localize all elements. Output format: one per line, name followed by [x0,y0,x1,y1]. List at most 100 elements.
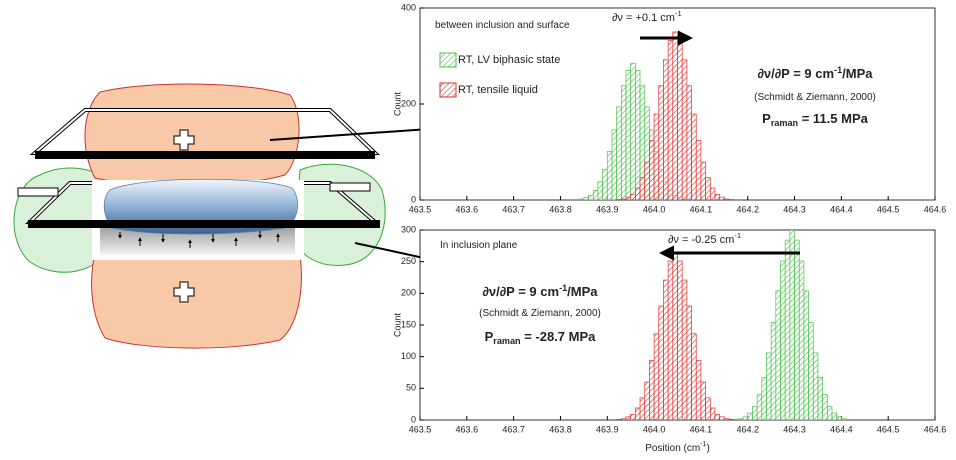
y-tick-label: 400 [401,2,416,12]
histogram-bar [770,322,777,420]
x-axis-label-part: Position (cm [645,443,700,454]
histogram-bar [723,198,730,200]
histogram-bar [742,416,749,420]
annotation: ∂ν = +0.1 cm-1 [612,9,682,24]
x-tick-label: 463.7 [502,424,525,434]
x-tick-label: 464.4 [830,424,853,434]
histogram-bar [620,198,627,200]
y-tick-label: 100 [401,351,416,361]
histogram-bar [738,418,744,420]
x-tick-label: 463.8 [549,204,572,214]
histogram-bar [602,168,608,200]
section-bar [35,151,375,159]
histogram-bar [686,305,692,420]
annotation: (Schmidt & Ziemann, 2000) [754,92,876,103]
x-tick-label: 464.5 [877,204,900,214]
histogram-bar [766,352,772,420]
annotation: ∂ν/∂P = 9 cm-1/MPa [757,65,873,81]
histogram-bar [620,85,627,200]
annotation-part: = -28.7 MPa [521,329,597,344]
histogram-bar [635,70,641,200]
x-tick-label: 463.5 [409,424,432,434]
histogram-bar [803,290,809,420]
histogram-bar [719,196,725,200]
plus-sign [173,281,195,303]
histogram-bar [812,352,819,420]
histogram-bar [653,333,660,420]
x-tick-label: 464.2 [736,424,759,434]
histogram-bar [836,416,842,420]
x-tick-label: 464.2 [736,204,759,214]
histogram-bar [700,381,706,420]
histogram-bar [625,70,632,200]
annotation-part: (Schmidt & Ziemann, 2000) [479,308,601,319]
histogram-bar [723,418,730,420]
annotation: between inclusion and surface [435,20,570,31]
histogram-bar [733,419,739,420]
bars [574,31,735,200]
histogram-bar [761,377,767,420]
annotation-part: ∂ν = -0.25 cm [668,234,734,246]
annotation-part: P [762,111,771,126]
x-tick-label: 464.3 [783,424,806,434]
x-tick-label: 463.8 [549,424,572,434]
y-tick-label: 200 [401,98,416,108]
histogram-bar [714,193,720,200]
histogram-bar [709,187,716,200]
annotation-sub: raman [493,336,520,346]
histogram-bar [691,333,697,420]
histogram-bar [606,151,613,200]
x-axis-label: Position (cm-1) [645,441,710,454]
histogram-bar [705,177,711,200]
x-tick-label: 464.5 [877,424,900,434]
x-tick-label: 464.6 [924,204,947,214]
y-tick-label: 0 [411,414,416,424]
histogram-bar [649,140,655,200]
histogram-bar [644,381,650,420]
histogram-bar [672,31,678,200]
histogram-bar [686,85,692,200]
histogram-bar [709,407,716,420]
x-tick-label: 464.3 [783,204,806,214]
annotation-sup: -1 [734,231,741,240]
histogram-bar [794,239,800,420]
histogram-bar [597,181,603,200]
legend-label: RT, tensile liquid [458,84,538,96]
tension-zone [294,163,386,266]
legend-swatch [439,82,457,98]
histogram-bar [826,406,833,420]
annotation-part: (Schmidt & Ziemann, 2000) [754,92,876,103]
histogram-bar [695,360,702,420]
histogram-bar [620,418,627,420]
histogram-bar [677,260,683,420]
histogram-bar [752,406,758,420]
annotation-part: P [485,329,494,344]
histogram-bar [714,413,720,420]
annotation-part: In inclusion plane [440,240,518,251]
histogram-bar [728,419,735,420]
annotation-part: ∂ν = +0.1 cm [612,12,675,24]
annotation: Praman = 11.5 MPa [762,111,868,128]
annotation-sup: -1 [834,65,842,75]
histogram-bar [616,106,622,200]
x-tick-label: 463.9 [596,204,619,214]
y-tick-label: 200 [401,288,416,298]
y-axis-label: Count [392,313,402,338]
histogram-bar [705,397,711,420]
legend-label: RT, LV biphasic state [458,54,560,66]
histogram-bar [700,161,706,200]
histogram-bar [719,416,725,420]
histogram-bar [831,412,838,420]
annotation-sub: raman [771,118,798,128]
annotation-sup: -1 [675,9,682,18]
histogram-bar [616,419,622,420]
histogram-bar [588,194,594,200]
x-tick-label: 464.1 [690,424,713,434]
histogram-bar [822,394,828,420]
histogram-bar [630,193,636,200]
bars [616,230,852,420]
annotation-part: between inclusion and surface [435,20,570,31]
histogram-bar [841,418,847,420]
histogram-bar [578,198,585,200]
